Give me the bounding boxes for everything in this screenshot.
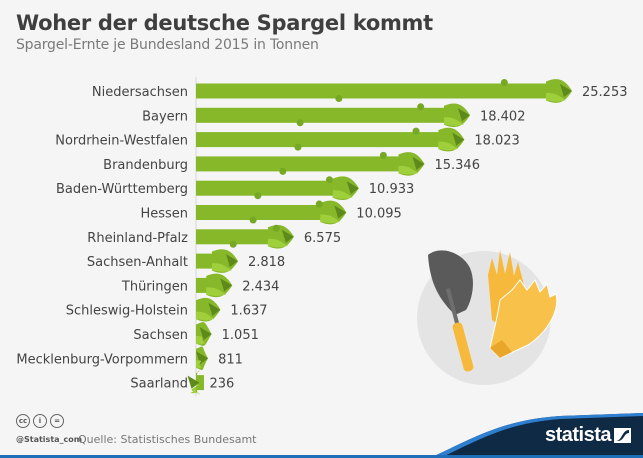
bar-tip-highlight xyxy=(398,165,419,175)
bar-tip-shade xyxy=(187,375,200,389)
bar-tip-highlight xyxy=(196,360,203,369)
bar-tip-highlight xyxy=(443,117,464,126)
category-label: Sachsen xyxy=(133,328,188,343)
bar-node xyxy=(296,119,304,127)
license-icons: cc i = xyxy=(16,414,64,428)
category-label: Mecklenburg-Vorpommern xyxy=(16,352,188,367)
bar-tip-shade xyxy=(220,278,233,292)
trowel-and-gloves-icon xyxy=(417,250,558,385)
bar-node xyxy=(279,167,287,175)
bar-tip-shade xyxy=(560,84,572,97)
bar-tip-highlight xyxy=(546,93,566,102)
value-label: 811 xyxy=(218,352,243,367)
category-label: Brandenburg xyxy=(103,158,188,173)
bar-stalk xyxy=(196,83,554,99)
bar-node xyxy=(325,176,333,184)
bar-tip-highlight xyxy=(196,311,215,321)
value-label: 15.346 xyxy=(434,158,480,173)
bar-tip-shade xyxy=(412,156,425,170)
bar-tip-shade xyxy=(452,132,465,146)
statista-logo-icon[interactable] xyxy=(614,428,631,443)
bar-node xyxy=(315,200,323,208)
category-label: Nordrhein-Westfalen xyxy=(55,134,188,149)
bar-node xyxy=(254,192,262,200)
bar-tip-shade xyxy=(225,254,238,268)
bar-tip-shade xyxy=(346,181,359,195)
bar-tip-highlight xyxy=(267,238,288,248)
value-label: 236 xyxy=(210,377,235,392)
category-label: Sachsen-Anhalt xyxy=(87,255,188,270)
twitter-handle[interactable]: @Statista_com xyxy=(16,435,83,444)
source-note: Quelle: Statistisches Bundesamt xyxy=(78,433,257,446)
attribution-icon[interactable]: i xyxy=(33,414,47,428)
bar-stalk xyxy=(196,375,204,391)
bar-tip-highlight xyxy=(211,263,232,272)
bar-tip-highlight xyxy=(190,384,200,394)
bar-node xyxy=(500,79,508,86)
value-label: 18.402 xyxy=(480,109,526,124)
page-subtitle: Spargel-Ernte je Bundesland 2015 in Tonn… xyxy=(16,37,319,53)
value-label: 2.818 xyxy=(248,255,285,270)
bar-node xyxy=(417,103,425,111)
bar-node xyxy=(249,216,257,224)
creative-commons-icon[interactable]: cc xyxy=(16,414,30,428)
value-label: 25.253 xyxy=(582,85,628,100)
bar-node xyxy=(272,224,280,232)
bar-tip-highlight xyxy=(438,141,459,151)
bar-tip-highlight xyxy=(332,190,353,199)
value-label: 10.933 xyxy=(369,182,415,197)
bar-node xyxy=(229,240,237,248)
bar-tip-highlight xyxy=(320,214,341,224)
no-derivatives-icon[interactable]: = xyxy=(50,414,64,428)
page-title: Woher der deutsche Spargel kommt xyxy=(16,11,433,35)
statista-brand-text[interactable]: statista xyxy=(544,424,612,446)
category-label: Baden-Württemberg xyxy=(56,182,188,197)
value-label: 1.637 xyxy=(230,304,267,319)
bar-tip-shade xyxy=(334,205,347,219)
bar-tip-shade xyxy=(199,327,212,340)
bar-stalk xyxy=(196,156,407,172)
bar-stalk xyxy=(196,229,276,245)
bars-group: Niedersachsen 25.253 Bayern 18.402 Nordrhein… xyxy=(16,77,628,397)
bar-tip-shade xyxy=(208,302,221,316)
bar-tip-highlight xyxy=(196,336,206,345)
bar-stalk xyxy=(196,205,329,220)
value-label: 18.023 xyxy=(474,134,520,149)
category-label: Saarland xyxy=(130,377,188,392)
category-label: Rheinland-Pfalz xyxy=(87,231,188,246)
bar-stalk xyxy=(196,132,447,148)
value-label: 2.434 xyxy=(242,279,279,294)
value-label: 10.095 xyxy=(356,207,402,222)
category-label: Niedersachsen xyxy=(92,85,188,100)
category-label: Bayern xyxy=(142,109,188,124)
bar-stalk xyxy=(196,107,452,123)
bar-node xyxy=(412,127,420,135)
bar-tip-highlight xyxy=(206,287,227,297)
bar-node xyxy=(379,151,387,159)
bar-node xyxy=(294,143,302,151)
bar-tip-shade xyxy=(457,108,470,122)
value-label: 1.051 xyxy=(222,328,259,343)
category-label: Hessen xyxy=(140,207,188,222)
bar-tip-shade xyxy=(281,229,294,243)
bar-stalk xyxy=(196,180,341,196)
category-label: Thüringen xyxy=(121,279,188,294)
bottom-accent-line xyxy=(0,455,643,458)
value-label: 6.575 xyxy=(304,231,341,246)
bar-node xyxy=(335,95,343,102)
category-label: Schleswig-Holstein xyxy=(66,304,188,319)
